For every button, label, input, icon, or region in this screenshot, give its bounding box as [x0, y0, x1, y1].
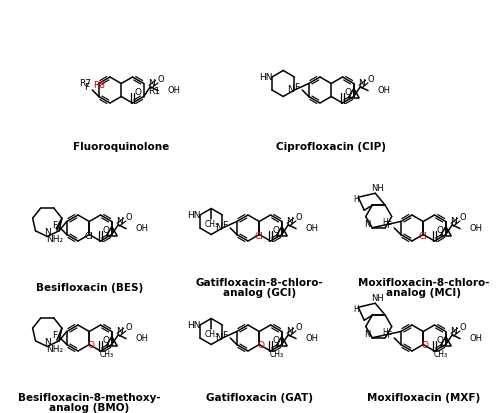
Text: N: N — [116, 327, 122, 336]
Text: N: N — [286, 85, 294, 93]
Text: O: O — [272, 226, 279, 235]
Text: O: O — [126, 213, 132, 222]
Text: O: O — [88, 341, 95, 350]
Text: O: O — [272, 336, 279, 345]
Text: OH: OH — [167, 86, 180, 95]
Text: O: O — [344, 88, 351, 97]
Text: Moxifloxacin (MXF): Moxifloxacin (MXF) — [366, 393, 480, 403]
Text: O: O — [102, 336, 109, 345]
Text: Besifloxacin (BES): Besifloxacin (BES) — [36, 283, 143, 293]
Text: F: F — [84, 83, 89, 92]
Text: O: O — [436, 336, 443, 345]
Text: N: N — [214, 223, 222, 232]
Text: O: O — [258, 341, 265, 350]
Text: N: N — [286, 327, 292, 336]
Text: NH₂: NH₂ — [46, 345, 64, 354]
Text: OH: OH — [305, 224, 318, 233]
Text: OH: OH — [135, 224, 148, 233]
Text: N: N — [450, 217, 456, 226]
Text: analog (BMO): analog (BMO) — [49, 403, 130, 413]
Text: OH: OH — [469, 334, 482, 343]
Text: Gatifloxacin (GAT): Gatifloxacin (GAT) — [206, 393, 313, 403]
Text: N: N — [364, 330, 370, 339]
Text: Besifloxacin-8-methoxy-: Besifloxacin-8-methoxy- — [18, 393, 161, 403]
Text: O: O — [368, 75, 374, 84]
Text: OH: OH — [135, 334, 148, 343]
Text: F: F — [386, 330, 391, 339]
Text: O: O — [436, 226, 443, 235]
Text: N: N — [450, 327, 456, 336]
Text: Ciprofloxacin (CIP): Ciprofloxacin (CIP) — [276, 142, 386, 152]
Text: HN: HN — [188, 211, 201, 221]
Text: O: O — [158, 75, 164, 84]
Text: N: N — [286, 217, 292, 226]
Text: F: F — [294, 83, 299, 92]
Text: O: O — [422, 341, 429, 350]
Text: O: O — [126, 323, 132, 332]
Text: H: H — [382, 218, 388, 227]
Text: O: O — [102, 226, 109, 235]
Text: O: O — [296, 323, 302, 332]
Text: Cl: Cl — [85, 233, 94, 242]
Text: Moxifloxacin-8-chloro-: Moxifloxacin-8-chloro- — [358, 278, 489, 288]
Text: F: F — [386, 221, 391, 230]
Text: H: H — [354, 305, 359, 314]
Text: OH: OH — [377, 86, 390, 95]
Text: analog (GCI): analog (GCI) — [222, 288, 296, 298]
Text: Fluoroquinolone: Fluoroquinolone — [73, 142, 170, 152]
Text: H: H — [354, 195, 359, 204]
Text: OH: OH — [305, 334, 318, 343]
Text: HN: HN — [260, 74, 273, 83]
Text: N: N — [358, 79, 364, 88]
Text: CH₃: CH₃ — [204, 220, 218, 229]
Text: NH₂: NH₂ — [46, 235, 64, 244]
Text: Cl: Cl — [419, 233, 428, 242]
Text: R7: R7 — [78, 79, 90, 88]
Text: N: N — [214, 332, 222, 342]
Text: N: N — [148, 79, 154, 88]
Text: O: O — [460, 323, 466, 332]
Text: Gatifloxacin-8-chloro-: Gatifloxacin-8-chloro- — [196, 278, 323, 288]
Text: R1: R1 — [148, 87, 160, 96]
Text: F: F — [222, 330, 227, 339]
Text: O: O — [134, 88, 141, 97]
Text: R8: R8 — [93, 81, 105, 90]
Text: NH: NH — [371, 294, 384, 303]
Text: NH: NH — [371, 184, 384, 193]
Text: O: O — [460, 213, 466, 222]
Text: O: O — [296, 213, 302, 222]
Text: CH₃: CH₃ — [204, 330, 218, 339]
Text: H: H — [382, 328, 388, 337]
Text: CH₃: CH₃ — [100, 350, 114, 359]
Text: F: F — [222, 221, 227, 230]
Text: N: N — [44, 338, 51, 347]
Text: Cl: Cl — [255, 233, 264, 242]
Text: CH₃: CH₃ — [434, 350, 448, 359]
Text: F: F — [52, 330, 57, 339]
Text: OH: OH — [469, 224, 482, 233]
Text: N: N — [116, 217, 122, 226]
Text: N: N — [44, 228, 51, 237]
Text: analog (MCI): analog (MCI) — [386, 288, 461, 298]
Text: F: F — [52, 221, 57, 230]
Text: HN: HN — [188, 321, 201, 330]
Text: N: N — [364, 220, 370, 229]
Text: CH₃: CH₃ — [270, 350, 283, 359]
